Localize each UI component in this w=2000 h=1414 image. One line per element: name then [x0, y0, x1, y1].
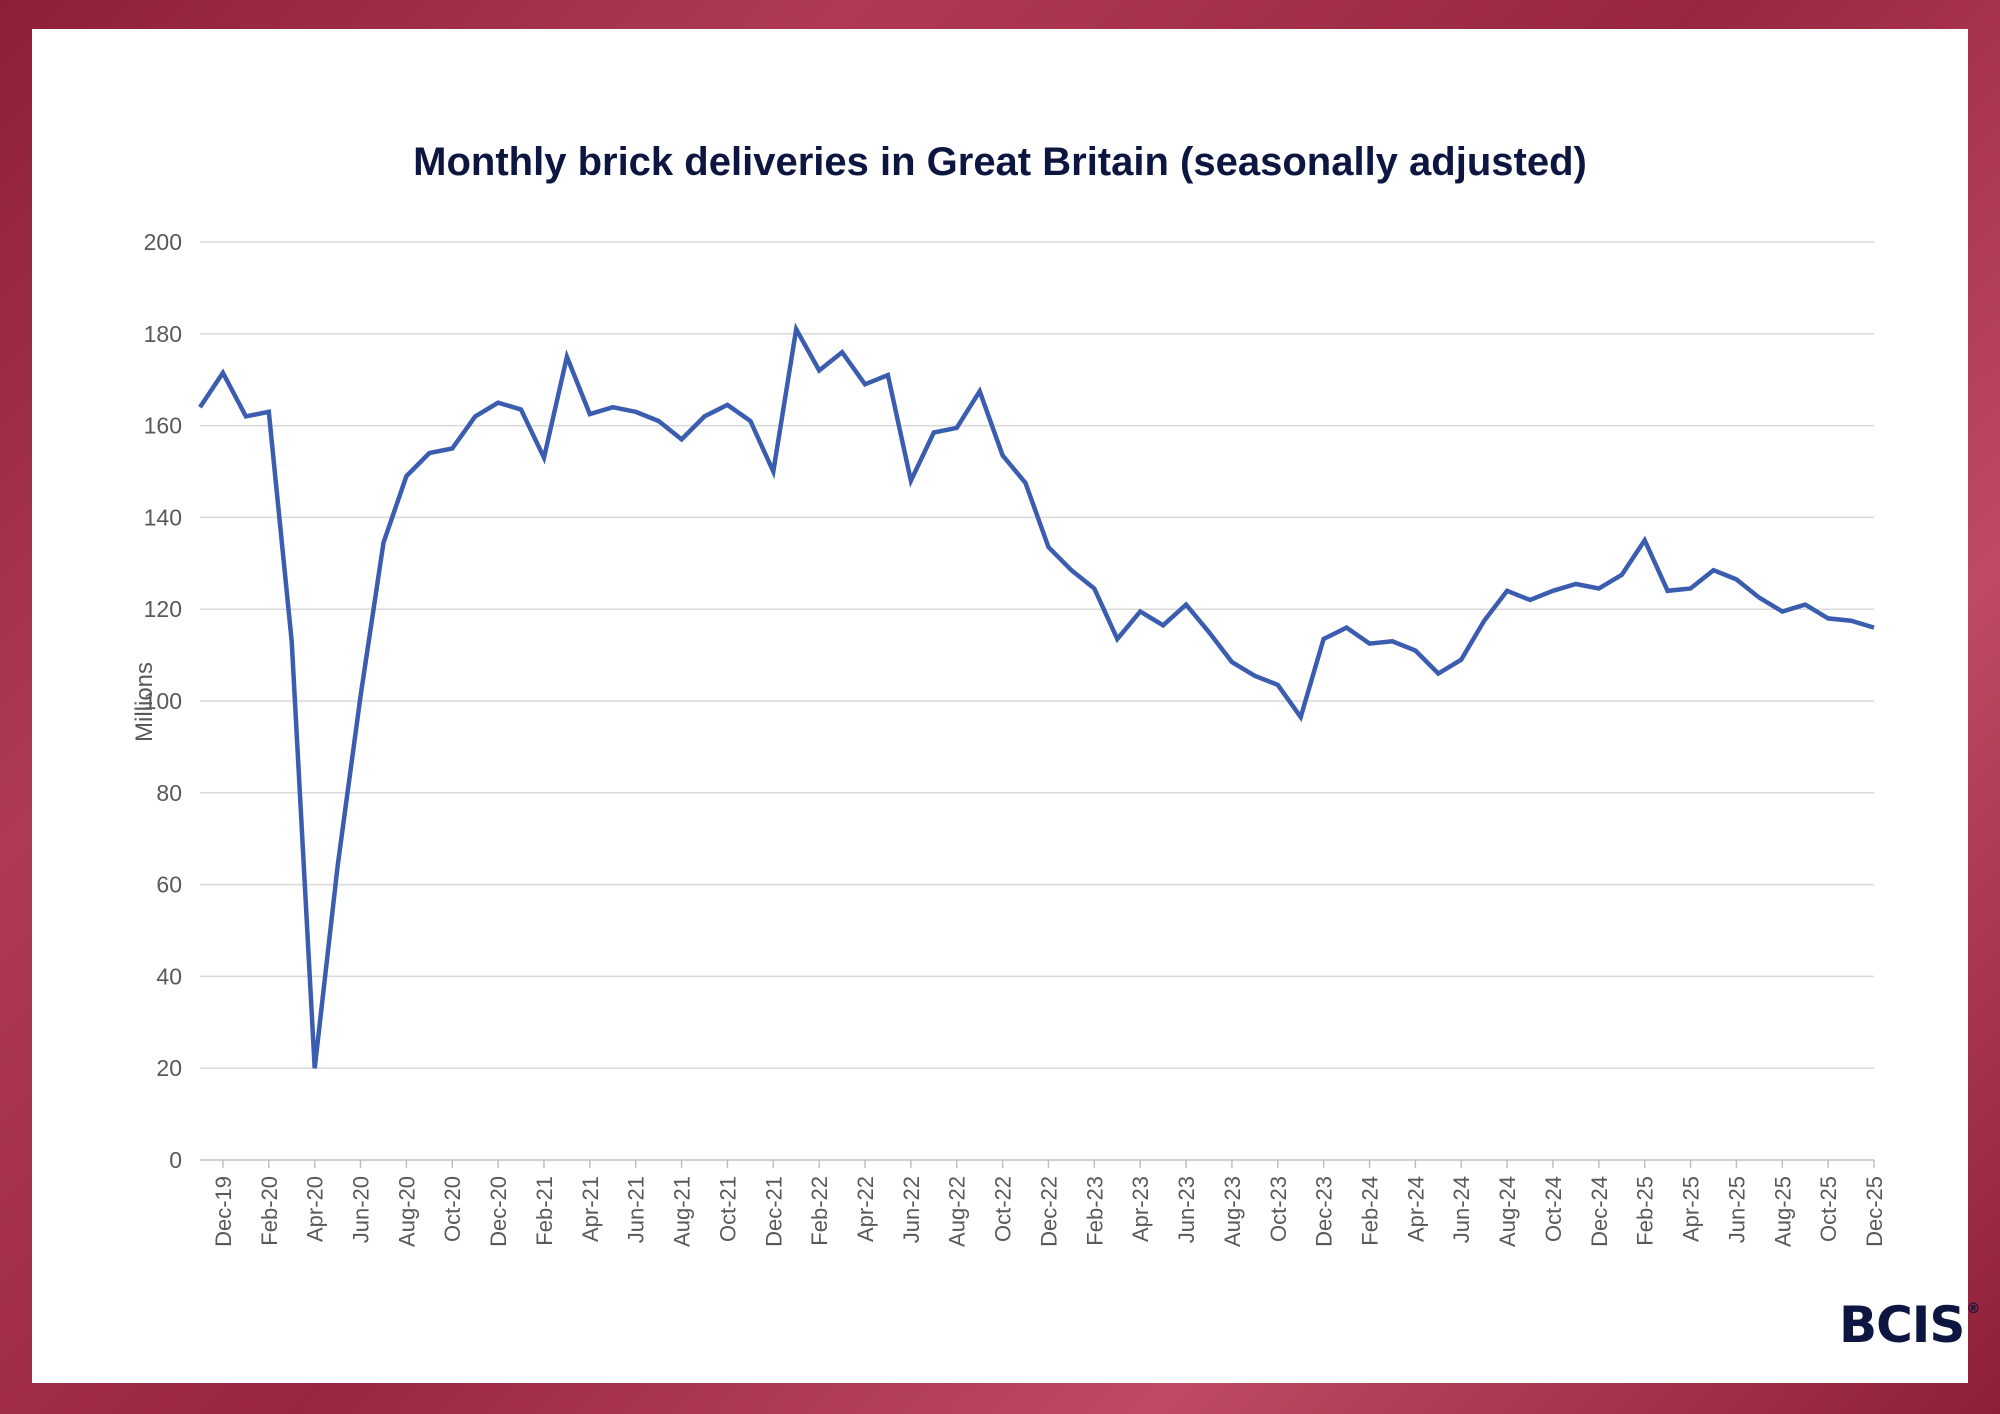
x-tick-label: Feb-25	[1633, 1176, 1658, 1246]
x-tick-label: Apr-20	[303, 1176, 328, 1242]
bcis-logo: BCIS ®	[1839, 1300, 1980, 1350]
x-tick-label: Dec-25	[1862, 1176, 1887, 1247]
x-tick-label: Dec-21	[761, 1176, 786, 1247]
x-tick-label: Apr-24	[1403, 1176, 1428, 1242]
x-tick-label: Oct-25	[1816, 1176, 1841, 1242]
x-tick-label: Aug-20	[394, 1176, 419, 1247]
x-axis-ticks: Dec-19 Feb-20 Apr-20 Jun-20 Aug-20 Oct-20 Dec-…	[211, 1160, 1887, 1247]
y-tick-label: 160	[144, 413, 182, 439]
x-tick-label: Oct-22	[991, 1176, 1016, 1242]
x-tick-label: Aug-21	[670, 1176, 695, 1247]
y-axis-ticks: 0 20 40 60 80 100 120 140 160 180 200	[144, 229, 182, 1173]
x-tick-label: Feb-22	[807, 1176, 832, 1246]
x-tick-label: Jun-24	[1449, 1176, 1474, 1243]
x-tick-label: Dec-19	[211, 1176, 236, 1247]
series-layer	[198, 322, 1875, 1069]
x-tick-label: Oct-20	[440, 1176, 465, 1242]
x-tick-label: Aug-23	[1220, 1176, 1245, 1247]
y-tick-label: 200	[144, 229, 182, 255]
y-axis-label: Millions	[131, 662, 158, 742]
x-tick-label: Oct-21	[715, 1176, 740, 1242]
x-tick-label: Apr-22	[853, 1176, 878, 1242]
x-tick-label: Jun-25	[1724, 1176, 1749, 1243]
x-tick-label: Oct-24	[1541, 1176, 1566, 1242]
x-tick-label: Feb-20	[257, 1176, 282, 1246]
chart-title: Monthly brick deliveries in Great Britai…	[413, 140, 1587, 184]
x-tick-label: Dec-24	[1587, 1176, 1612, 1247]
x-tick-label: Jun-22	[899, 1176, 924, 1243]
chart-card: Monthly brick deliveries in Great Britai…	[32, 29, 1980, 1383]
x-tick-label: Oct-23	[1266, 1176, 1291, 1242]
y-tick-label: 20	[156, 1055, 182, 1081]
y-tick-label: 60	[156, 872, 182, 898]
y-tick-label: 40	[156, 963, 182, 989]
x-tick-label: Apr-25	[1679, 1176, 1704, 1242]
x-tick-label: Feb-21	[532, 1176, 557, 1246]
line-chart: Monthly brick deliveries in Great Britai…	[131, 140, 1887, 1247]
series-line	[198, 322, 1875, 1069]
x-tick-label: Dec-23	[1312, 1176, 1337, 1247]
y-tick-label: 100	[144, 688, 182, 714]
x-tick-label: Jun-23	[1174, 1176, 1199, 1243]
registered-mark: ®	[1966, 1301, 1981, 1317]
x-tick-label: Jun-21	[624, 1176, 649, 1243]
x-tick-label: Aug-24	[1495, 1176, 1520, 1247]
x-tick-label: Aug-25	[1770, 1176, 1795, 1247]
x-tick-label: Feb-24	[1358, 1176, 1383, 1246]
y-tick-label: 120	[144, 596, 182, 622]
x-tick-label: Dec-22	[1036, 1176, 1061, 1247]
x-tick-label: Apr-23	[1128, 1176, 1153, 1242]
y-tick-label: 140	[144, 504, 182, 530]
x-tick-label: Aug-22	[945, 1176, 970, 1247]
x-tick-label: Apr-21	[578, 1176, 603, 1242]
gridlines	[200, 241, 1874, 1161]
x-tick-label: Jun-20	[349, 1176, 374, 1243]
x-tick-label: Dec-20	[486, 1176, 511, 1247]
y-tick-label: 80	[156, 780, 182, 806]
x-tick-label: Feb-23	[1082, 1176, 1107, 1246]
y-tick-label: 0	[169, 1147, 182, 1173]
y-tick-label: 180	[144, 321, 182, 347]
logo-text: BCIS	[1839, 1296, 1965, 1354]
